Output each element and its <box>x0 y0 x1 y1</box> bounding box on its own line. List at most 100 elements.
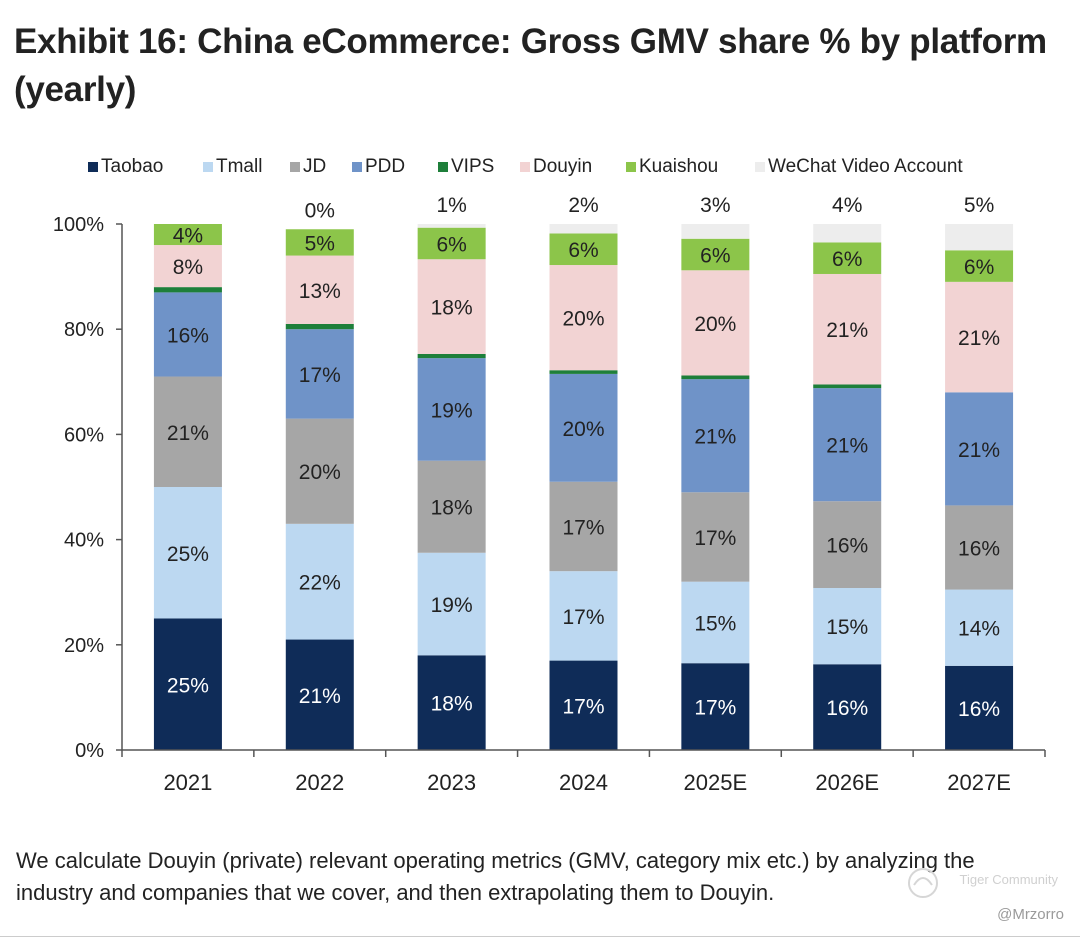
data-label: 20% <box>694 313 736 336</box>
footnote: We calculate Douyin (private) relevant o… <box>16 848 975 905</box>
watermark-handle: @Mrzorro <box>997 906 1064 923</box>
bar-segment <box>153 287 222 293</box>
legend-label-5: Douyin <box>533 156 592 177</box>
data-label: 19% <box>431 399 473 422</box>
legend-label-6: Kuaishou <box>639 156 718 177</box>
data-label: 19% <box>431 594 473 617</box>
legend-label-1: Tmall <box>216 156 262 177</box>
bar-segment <box>153 487 222 619</box>
bar-segment <box>681 270 750 376</box>
bar-segment <box>681 224 750 239</box>
bar-segment <box>285 639 354 750</box>
y-tick-label: 60% <box>64 424 104 446</box>
y-tick-label: 20% <box>64 635 104 657</box>
data-label: 17% <box>694 527 736 550</box>
data-label: 21% <box>167 422 209 445</box>
bar-segment <box>549 224 618 234</box>
data-label: 3% <box>700 194 730 217</box>
legend-label-3: PDD <box>365 156 405 177</box>
data-label: 16% <box>958 698 1000 721</box>
x-tick-label: 2027E <box>947 770 1011 795</box>
data-label: 17% <box>562 606 604 629</box>
bar-segment <box>549 370 618 374</box>
bar-segment <box>417 259 486 354</box>
data-label: 16% <box>826 535 868 558</box>
data-label: 22% <box>299 572 341 595</box>
x-tick-label: 2026E <box>815 770 879 795</box>
data-label: 21% <box>826 319 868 342</box>
y-tick-label: 80% <box>64 319 104 341</box>
data-label: 5% <box>964 194 994 217</box>
bar-segment <box>285 523 354 640</box>
data-label: 17% <box>299 364 341 387</box>
bar-segment <box>285 323 354 330</box>
tiger-logo-icon <box>908 868 938 898</box>
bar-segment <box>417 224 486 228</box>
bar-segment <box>285 255 354 324</box>
bar-segment <box>417 353 486 359</box>
data-label: 15% <box>694 612 736 635</box>
data-label: 21% <box>694 426 736 449</box>
data-label: 18% <box>431 297 473 320</box>
legend: Taobao Tmall JD PDD VIPS Douyin Kuaishou WeChat… <box>88 156 963 177</box>
bar-segment <box>945 505 1014 590</box>
data-label: 16% <box>958 537 1000 560</box>
bar-segment <box>813 242 882 274</box>
bar-segment <box>681 492 750 582</box>
x-axis: 2021 2022 2023 2024 2025E 2026E 2027E <box>121 749 1046 795</box>
bar-segment <box>285 229 354 256</box>
bar-segment <box>945 281 1014 393</box>
data-label: 21% <box>958 439 1000 462</box>
x-tick-label: 2025E <box>684 770 748 795</box>
data-label: 6% <box>964 256 994 279</box>
bars: 25% 25% 21% 16% 8% 4% 21% 22% 20% 17% 13% 5% 0% 18% 19… <box>153 194 1014 750</box>
bar-segment <box>945 589 1014 666</box>
bar-segment <box>417 227 486 260</box>
bar-segment <box>153 224 222 246</box>
bar-segment <box>813 587 882 665</box>
bar-segment <box>153 618 222 750</box>
data-label: 20% <box>562 418 604 441</box>
x-tick-label: 2023 <box>427 770 476 795</box>
bar-segment <box>813 224 882 243</box>
legend-label-4: VIPS <box>451 156 494 177</box>
y-tick-label: 0% <box>75 740 104 762</box>
bar-segment <box>417 655 486 750</box>
data-label: 17% <box>562 516 604 539</box>
bar-segment <box>153 292 222 377</box>
data-label: 21% <box>299 685 341 708</box>
data-label: 21% <box>958 327 1000 350</box>
bar-segment <box>549 660 618 750</box>
legend-label-0: Taobao <box>101 156 163 177</box>
data-label: 6% <box>700 245 730 268</box>
legend-swatch-6 <box>626 162 636 172</box>
data-label: 4% <box>832 194 862 217</box>
bar-segment <box>549 481 618 572</box>
legend-label-7: WeChat Video Account <box>768 156 963 177</box>
bar-segment <box>153 245 222 288</box>
bar-segment <box>945 392 1014 506</box>
legend-swatch-3 <box>352 162 362 172</box>
data-label: 2% <box>568 194 598 217</box>
watermark-community: Tiger Community <box>959 872 1058 887</box>
data-label: 25% <box>167 674 209 697</box>
data-label: 15% <box>826 616 868 639</box>
bar-segment <box>945 224 1014 251</box>
x-tick-label: 2021 <box>163 770 212 795</box>
bar-segment <box>813 384 882 389</box>
bar-segment <box>813 501 882 588</box>
x-tick-label: 2024 <box>559 770 608 795</box>
data-label: 21% <box>826 435 868 458</box>
data-label: 6% <box>832 248 862 271</box>
bar-segment <box>153 376 222 487</box>
y-axis: 0% 20% 40% 60% 80% 100% <box>53 214 123 762</box>
y-tick-label: 100% <box>53 214 104 236</box>
bar-segment <box>417 552 486 656</box>
data-label: 17% <box>694 697 736 720</box>
stacked-bar-chart: Taobao Tmall JD PDD VIPS Douyin Kuaishou WeChat… <box>53 156 1046 795</box>
bottom-divider <box>0 936 1080 937</box>
bar-segment <box>549 373 618 482</box>
data-label: 20% <box>562 308 604 331</box>
bar-segment <box>681 375 750 380</box>
data-label: 18% <box>431 497 473 520</box>
